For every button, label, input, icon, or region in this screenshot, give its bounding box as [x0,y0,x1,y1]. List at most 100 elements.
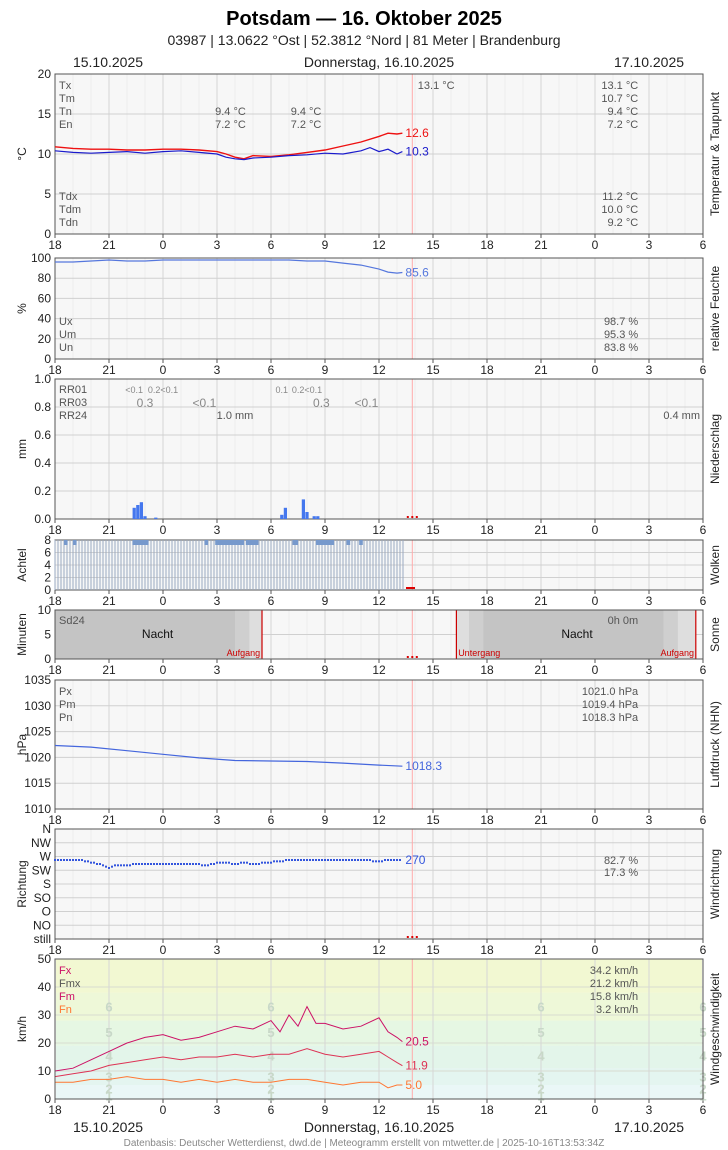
x-tick-label: 0 [160,523,167,537]
wind-direction-dot [57,859,59,861]
wind-direction-dot [141,863,143,865]
precip-bar [132,507,136,519]
humidity-stat-label: Un [59,342,73,354]
dew-stat-value: 10.0 °C [601,204,638,216]
cloud-dark-segment [73,540,77,545]
wind-direction-dot [243,861,245,864]
temp-stat-value: 9.4 °C [291,106,322,118]
x-tick-label: 9 [322,1103,329,1117]
wind-direction-dot [81,859,83,861]
precip-bar [143,516,147,519]
wind-stat-value: 3.2 km/h [596,1004,638,1016]
x-tick-label: 12 [372,594,386,608]
beaufort-label: 3 [105,1070,112,1085]
y-axis-label: °C [15,147,29,161]
wind-direction-dot [384,859,386,861]
night-shade [55,610,262,659]
wind-direction-dot [54,859,56,861]
y-tick-label: 0.8 [34,400,51,414]
precip-rr03-value: <0.1 [193,396,217,410]
x-tick-label: 12 [372,1103,386,1117]
date-left-bottom: 15.10.2025 [73,1119,143,1135]
x-tick-label: 9 [322,594,329,608]
y-axis-label: km/h [15,1016,29,1042]
wind-direction-dot [135,863,137,865]
x-tick-label: 15 [426,363,440,377]
wind-direction-dot [198,863,200,865]
x-tick-label: 3 [646,238,653,252]
x-tick-label: 6 [268,363,275,377]
precip-bar [154,517,158,519]
y-tick-label: 0 [44,1092,51,1106]
y-tick-label: S [43,877,51,891]
wind-fx-line-last-label: 20.5 [405,1035,429,1049]
now-dot [411,516,414,518]
wind-direction-dot [105,865,107,868]
x-tick-label: 18 [480,594,494,608]
y-tick-label: 15 [38,107,52,121]
wind-direction-dot [360,859,362,861]
wind-direction-dot [399,859,401,861]
x-tick-label: 18 [48,363,62,377]
wind-direction-dot [270,861,272,864]
cloud-dark-segment [245,540,259,545]
side-label: Windrichtung [708,849,722,919]
wind-fn-line-last-label: 5.0 [405,1078,422,1092]
x-tick-label: 0 [592,594,599,608]
x-tick-label: 3 [646,813,653,827]
wind-direction-dot [123,864,125,867]
y-tick-label: N [42,822,51,836]
y-tick-label: W [40,850,52,864]
now-dot [406,936,409,938]
y-tick-label: SO [34,891,51,905]
sunrise-label: Aufgang [660,648,694,658]
x-tick-label: 6 [268,943,275,957]
y-tick-label: 1015 [24,776,51,790]
footer-credits: Datenbasis: Deutscher Wetterdienst, dwd.… [124,1138,605,1149]
wind-direction-dot [171,863,173,865]
wind-direction-dot [75,859,77,861]
precip-bar [316,516,320,519]
precip-rr01-value: 0.2<0.1 [292,385,322,395]
wind-direction-dot [255,863,257,865]
sun-frame [54,609,704,660]
x-tick-label: 15 [426,238,440,252]
wind-direction-dot [285,859,287,861]
wind-fx-line [54,1005,403,1072]
x-tick-label: 3 [214,813,221,827]
y-tick-label: 10 [38,147,52,161]
humidity-line [55,259,403,274]
temp-stat-value: 9.4 °C [215,106,246,118]
cloud-dark-segment [64,540,68,545]
wind-direction-dot [252,863,254,865]
x-tick-label: 6 [268,594,275,608]
x-tick-label: 21 [102,363,116,377]
y-tick-label: 30 [38,1008,52,1022]
precip-rr01-value: <0.1 [125,385,143,395]
sd24-value: 0h 0m [608,615,639,627]
wind-direction-dot [240,861,242,864]
wind-direction-dot [333,859,335,861]
wind-stat-label: Fn [59,1004,72,1016]
wind-direction-dot [234,863,236,865]
x-tick-label: 18 [48,943,62,957]
wind-direction-dot [372,860,374,863]
wind-direction-dot [354,859,356,861]
wind-stat-value: 34.2 km/h [590,965,638,977]
side-label: Temperatur & Taupunkt [708,91,722,216]
wind-direction-dot [84,860,86,863]
wind-direction-dot [99,863,101,865]
humidity-line-last-label: 85.6 [405,266,429,280]
night-label: Nacht [142,627,174,641]
wind-direction-dot [117,864,119,867]
x-tick-label: 0 [160,594,167,608]
x-tick-label: 18 [48,813,62,827]
wind-direction-dot [60,859,62,861]
beaufort-label: 5 [537,1025,544,1040]
wind-direction-dot [195,863,197,865]
x-tick-label: 21 [534,594,548,608]
wind-direction-dot [264,861,266,864]
wind-direction-dot [357,859,359,861]
wind-direction-dot [273,860,275,863]
